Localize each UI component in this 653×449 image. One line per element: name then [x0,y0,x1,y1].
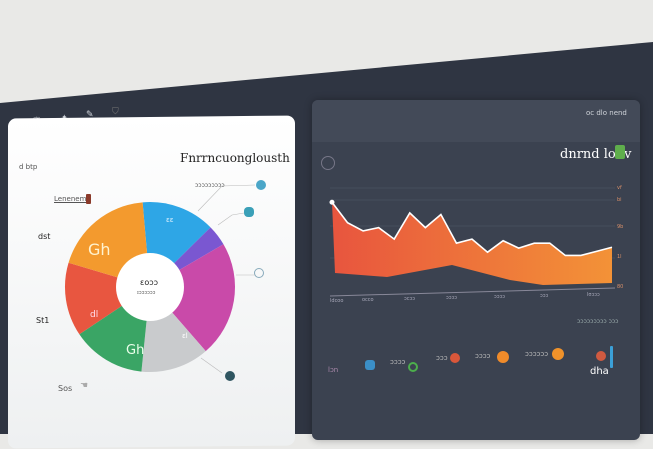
legend-item: ɔɔɔ [436,354,448,362]
x-tick-label: occo [362,297,374,303]
y-tick-label: 80 [617,284,624,290]
target-icon [596,351,606,361]
badge-icon [615,145,625,159]
label: Lenenema [54,195,91,203]
leaf-icon [244,207,254,217]
bar-icon [610,346,613,368]
dot-icon [225,371,235,381]
x-tick-label: ɔɔɔɔ [446,295,457,301]
corner-label: d btp [19,163,38,171]
panel-header: oc dlo nend [586,109,627,117]
area-chart [329,187,616,297]
slice-label: Gh [88,240,111,259]
x-tick-label: lʊɔɔɔ [587,292,600,298]
legend-item: lɔn [328,366,339,374]
legend-item: ɔɔɔɔ [475,352,491,360]
chart-title: dnrnd lonv [560,147,632,162]
pie-title: Fnrrncuonglousth [180,151,290,165]
slice-label: ɛɛ [166,216,174,224]
info-icon[interactable] [256,180,266,190]
x-axis [329,287,616,297]
legend-item: ɔɔɔɔ [390,358,406,366]
x-tick-label: ldcoo [330,298,344,304]
pie-chart [64,184,256,374]
y-tick-label: 9b [617,224,624,230]
y-tick-label: 1l [617,254,622,260]
x-tick-label: ɔɔɔɔ [494,294,505,300]
shield-icon[interactable]: ⛉ [112,107,119,117]
fire-icon [450,353,460,363]
label: dst [38,232,51,241]
x-tick-label: ɔɔɔ [540,293,549,299]
series-line [331,201,613,257]
hand-icon: ☚ [80,381,89,391]
legend-item: dha [590,366,609,377]
center-caption: ɪɔɔɔɔɔɔ [137,290,156,296]
pie-slice [64,262,150,335]
data-point [329,199,335,205]
label: St1 [36,316,50,325]
area-fill [332,202,612,285]
slice-label: ɛl [182,332,188,340]
center-value: ɛoɔɔ [140,278,159,287]
callout: ɔɔɔɔɔɔɔɔɔ [195,182,225,189]
legend-item: ɔɔɔɔɔɔ [525,350,549,358]
marker-icon [86,194,91,204]
footnote: ɔɔɔɔɔɔɔɔɔ ɔɔɔ [577,318,619,325]
pie-slice [150,244,236,352]
settings-icon[interactable] [321,156,335,170]
person-icon [365,360,375,370]
donut-hole [116,253,184,321]
slice-label: Gh [126,343,145,358]
y-tick-label: bi [617,197,622,203]
label: Sos [58,384,73,393]
x-tick-label: ɔcɔɔ [404,296,415,302]
slice-label: dl [90,310,99,320]
refresh-icon [408,362,418,372]
y-tick-label: vf [617,185,622,191]
chat-icon[interactable]: ✎ [86,110,94,120]
clock-icon [254,268,264,278]
bulb-icon [497,351,509,363]
bulb-icon [552,348,564,360]
